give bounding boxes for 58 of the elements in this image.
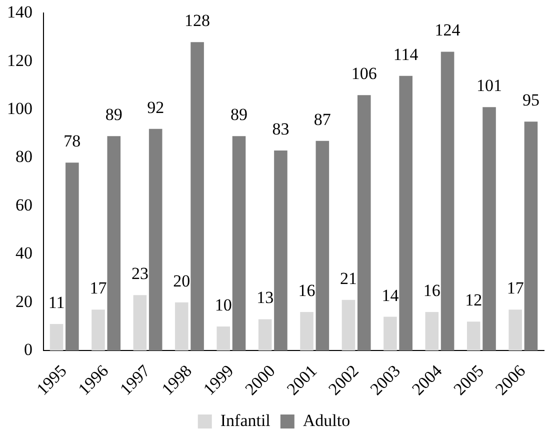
bar [175,302,188,351]
bar [148,128,162,351]
data-label: 95 [522,90,540,110]
data-label: 17 [506,278,524,298]
y-tick-label: 60 [16,195,32,214]
bar [384,316,397,351]
data-label: 92 [147,98,164,117]
bar [300,312,314,351]
data-label: 124 [434,20,461,40]
data-label: 16 [423,280,440,300]
data-label: 83 [272,120,290,139]
bar [316,140,330,351]
bar [190,42,204,351]
y-tick-label: 40 [16,244,32,263]
y-tick-label: 0 [24,340,32,359]
bar [216,326,230,351]
data-label: 89 [230,105,248,124]
y-tick-label: 20 [16,292,32,311]
bar [66,162,79,351]
y-tick-label: 80 [16,147,32,166]
y-tick-label: 120 [7,50,32,70]
data-label: 20 [173,271,190,290]
data-label: 17 [90,278,108,298]
bar [466,322,480,351]
bar [399,76,412,351]
data-label: 106 [351,64,377,84]
data-label: 128 [184,11,210,30]
data-label: 114 [393,44,419,64]
data-label: 101 [476,76,502,96]
data-label: 10 [214,295,232,314]
data-label: 87 [314,110,332,129]
data-label: 78 [64,132,81,151]
bar [232,136,246,351]
data-label: 21 [340,268,357,288]
bar [50,324,64,351]
bar [107,136,121,351]
y-tick-label: 100 [7,99,32,118]
data-label: 11 [48,292,65,312]
data-label: 13 [256,288,274,308]
legend-label: Adulto [302,410,350,430]
data-label: 12 [465,290,482,310]
legend-label: Infantil [220,410,271,430]
data-label: 23 [131,264,148,284]
bar [482,107,496,351]
data-label: 89 [105,105,122,124]
bar [342,300,356,351]
bar [258,319,272,351]
bar [92,310,105,351]
bar [508,310,522,351]
bar [524,122,538,351]
data-label: 14 [382,286,400,305]
y-tick-label: 140 [7,2,32,22]
bar [440,52,454,351]
data-label: 16 [298,280,316,300]
bar [425,312,439,351]
bar [357,95,371,351]
bar [274,150,288,351]
bar [133,295,147,351]
